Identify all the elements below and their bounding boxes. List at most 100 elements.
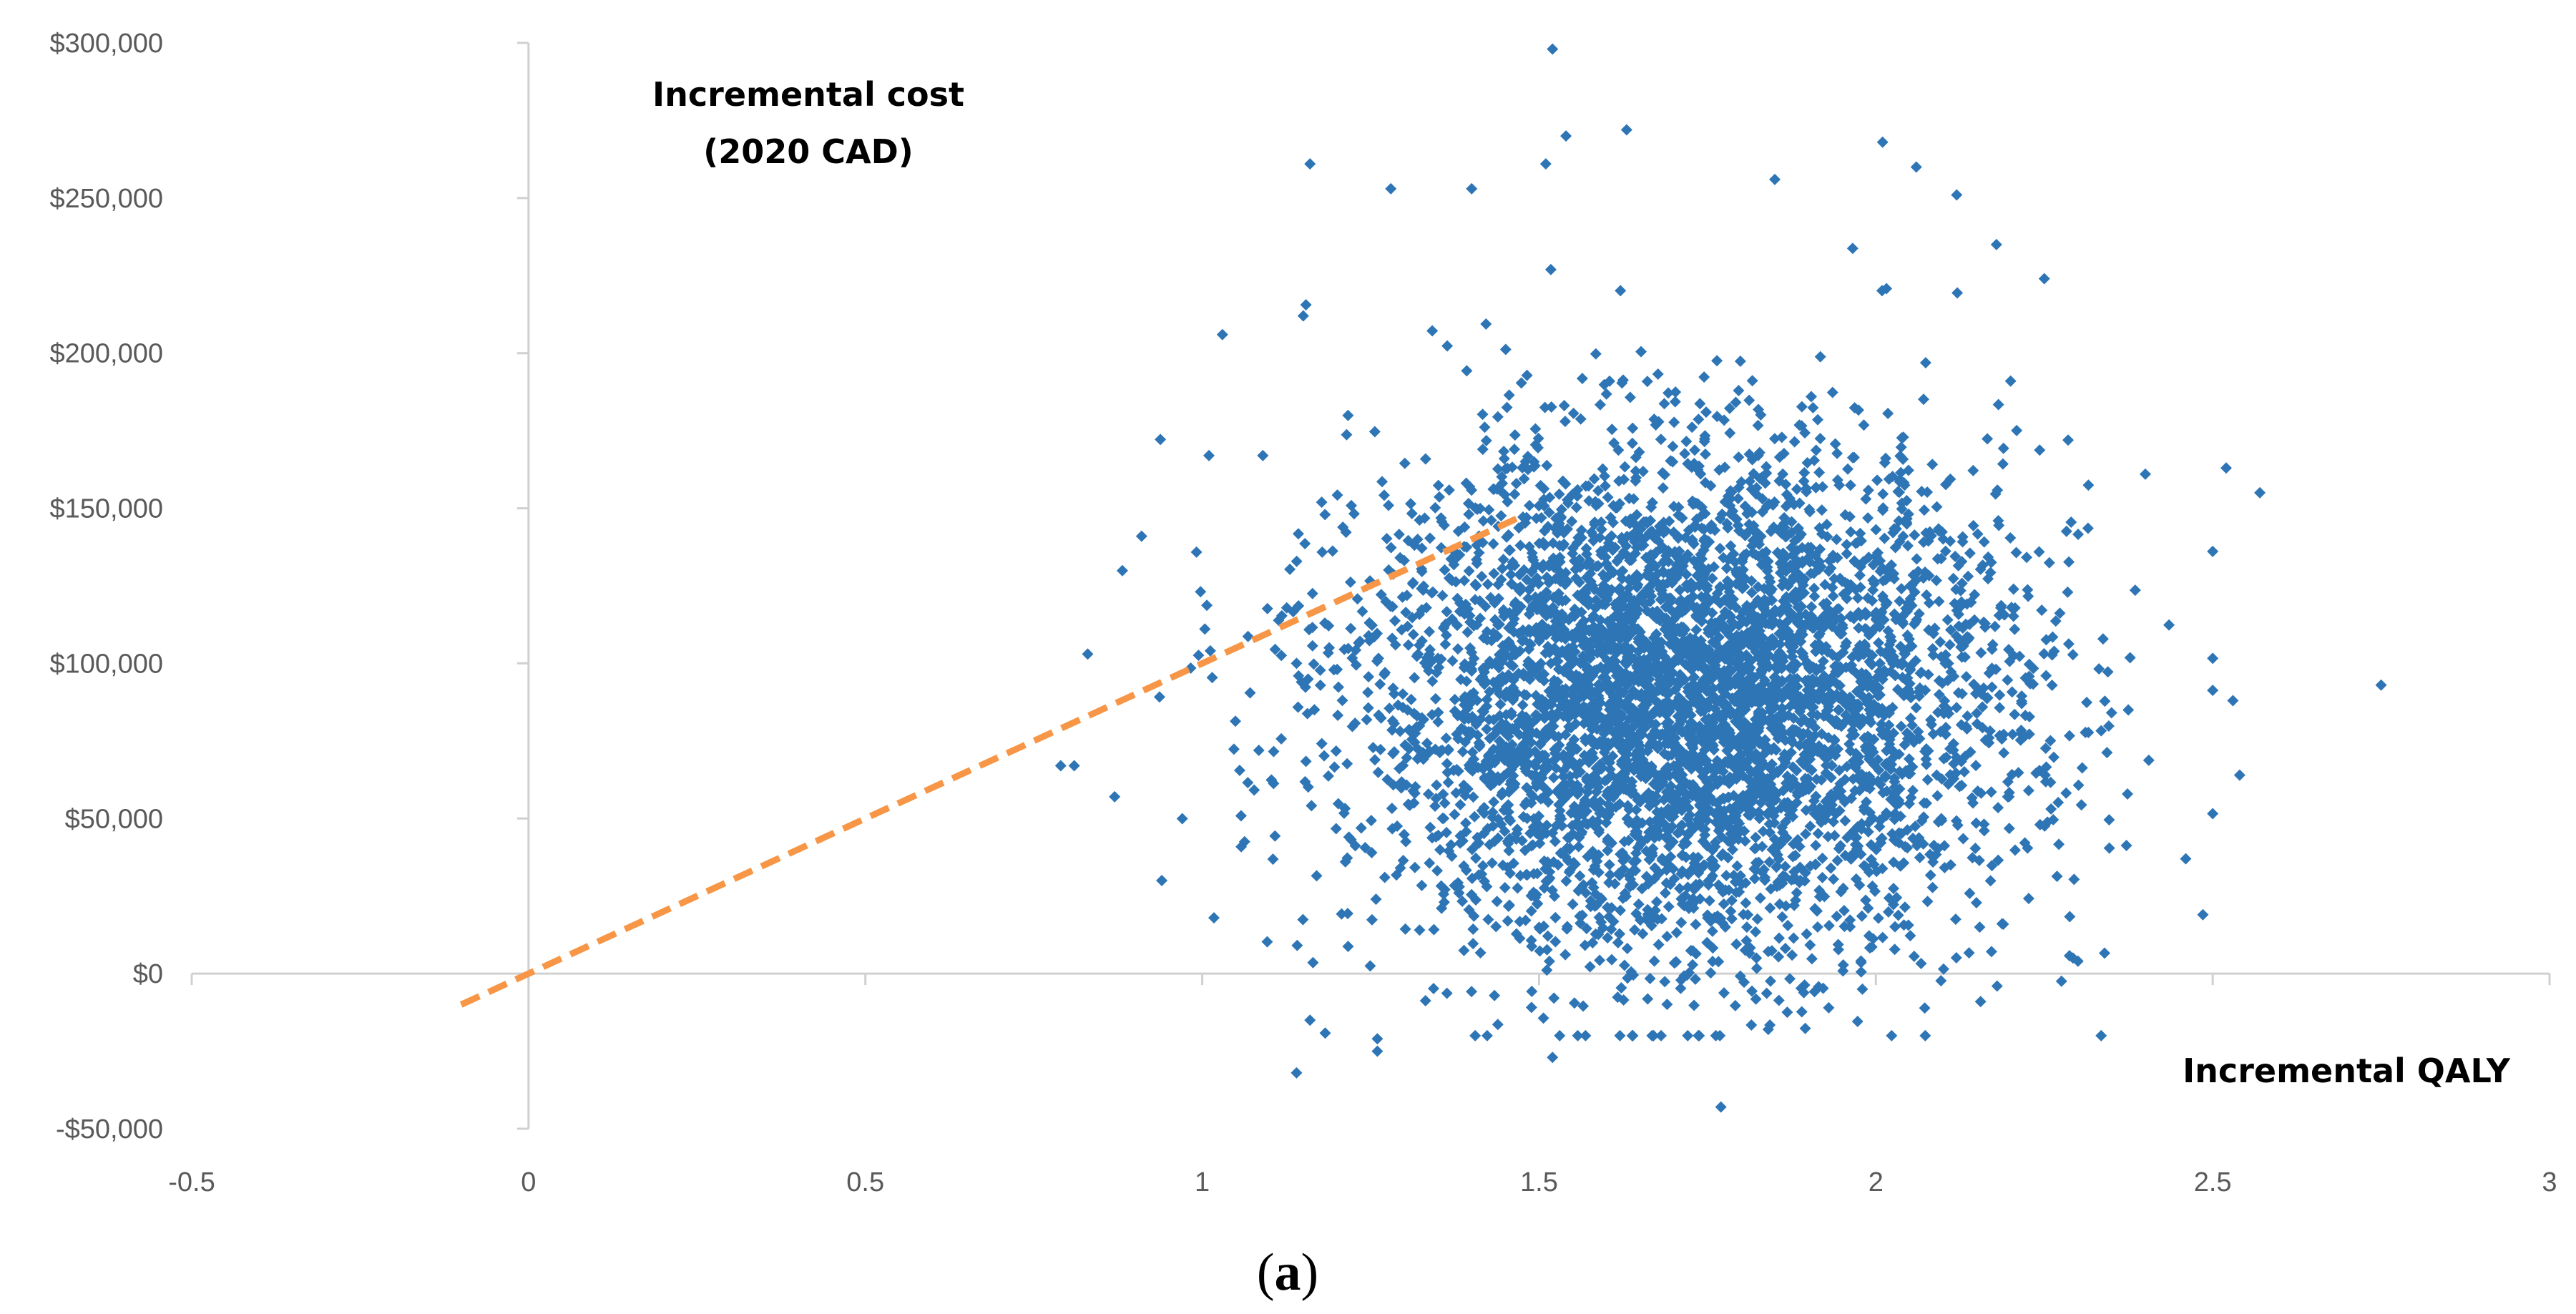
y-ticks: -$50,000$0$50,000$100,000$150,000$200,00… [50,29,529,1144]
data-point [1517,699,1529,711]
data-point [1808,986,1821,998]
data-point [1475,713,1487,725]
data-point [1661,931,1673,943]
data-point [1527,790,1539,803]
data-point [1441,340,1454,352]
data-point [1383,499,1395,511]
data-point [1483,749,1495,761]
data-point [1402,534,1414,546]
data-point [1429,692,1441,705]
data-point [1291,657,1303,670]
data-point [1791,765,1803,777]
data-point [1502,799,1514,811]
data-point [1970,897,1982,909]
data-point [1595,524,1607,536]
data-point [1615,981,1627,994]
data-point [1419,512,1431,524]
data-point [1508,443,1520,456]
data-point [1662,387,1675,399]
data-point [1470,894,1482,906]
data-point [1466,765,1479,777]
data-point [1845,853,1857,866]
data-point [1786,516,1798,528]
data-point [1376,476,1389,488]
data-point [1698,371,1710,383]
data-point [1726,843,1738,855]
data-point [1459,817,1471,829]
data-point [1716,713,1728,725]
data-point [1400,835,1412,848]
data-point [2082,726,2095,738]
data-point [1588,633,1600,645]
data-point [2207,545,2219,557]
data-point [1781,591,1793,603]
data-point [1798,466,1811,479]
data-point [1389,614,1401,627]
data-point [1503,389,1515,401]
data-point [1897,453,1909,465]
data-point [1771,861,1783,873]
data-point [1970,817,1982,829]
data-point [1622,624,1634,636]
data-point [1449,705,1461,717]
data-point [2046,680,2058,692]
data-point [1656,584,1668,597]
data-point [2142,754,2155,766]
data-point [2068,873,2080,886]
data-point [1920,527,1932,539]
data-point [1992,398,2004,411]
data-point [1872,912,1884,924]
data-point [1650,790,1662,802]
data-point [1429,800,1441,812]
data-point [1893,486,1905,499]
data-point [1300,299,1312,311]
data-point [1994,702,2006,714]
data-point [1441,826,1453,838]
data-point [1790,778,1802,790]
data-point [1434,491,1446,503]
data-point [1649,694,1661,706]
data-point [1796,1006,1808,1018]
data-point [1816,871,1828,883]
data-point [1707,956,1719,968]
data-point [1491,896,1503,908]
data-point [1492,463,1504,475]
data-point [1853,622,1865,634]
data-point [1658,398,1670,410]
data-point [1670,788,1683,800]
data-point [1533,921,1545,933]
data-point [1372,766,1384,778]
data-point [1686,421,1698,433]
data-point [1791,887,1803,899]
data-point [1806,601,1818,613]
data-point [1813,466,1826,479]
data-point [1723,884,1735,896]
data-point [1675,594,1688,607]
data-point [1731,860,1743,872]
data-point [2055,975,2067,987]
data-point [2007,583,2019,595]
data-point [2197,908,2209,921]
data-point [1153,691,1165,703]
data-point [1485,514,1497,526]
data-point [1921,896,1934,908]
data-point [1625,966,1637,978]
data-point [2030,767,2042,779]
data-point [1873,637,1885,649]
data-point [1662,716,1675,728]
data-point [1970,760,1982,772]
data-point [1781,1006,1793,1019]
data-point [1482,913,1494,926]
data-point [2062,434,2074,446]
data-point [1525,905,1537,917]
data-point [1799,1022,1811,1034]
data-point [2103,842,2115,854]
data-point [1781,832,1793,844]
data-point [1573,577,1585,589]
data-point [1439,564,1451,576]
data-point [1577,1000,1590,1012]
data-point [2016,695,2028,707]
data-point [1874,689,1886,701]
data-point [1634,795,1646,808]
data-point [1860,493,1872,505]
